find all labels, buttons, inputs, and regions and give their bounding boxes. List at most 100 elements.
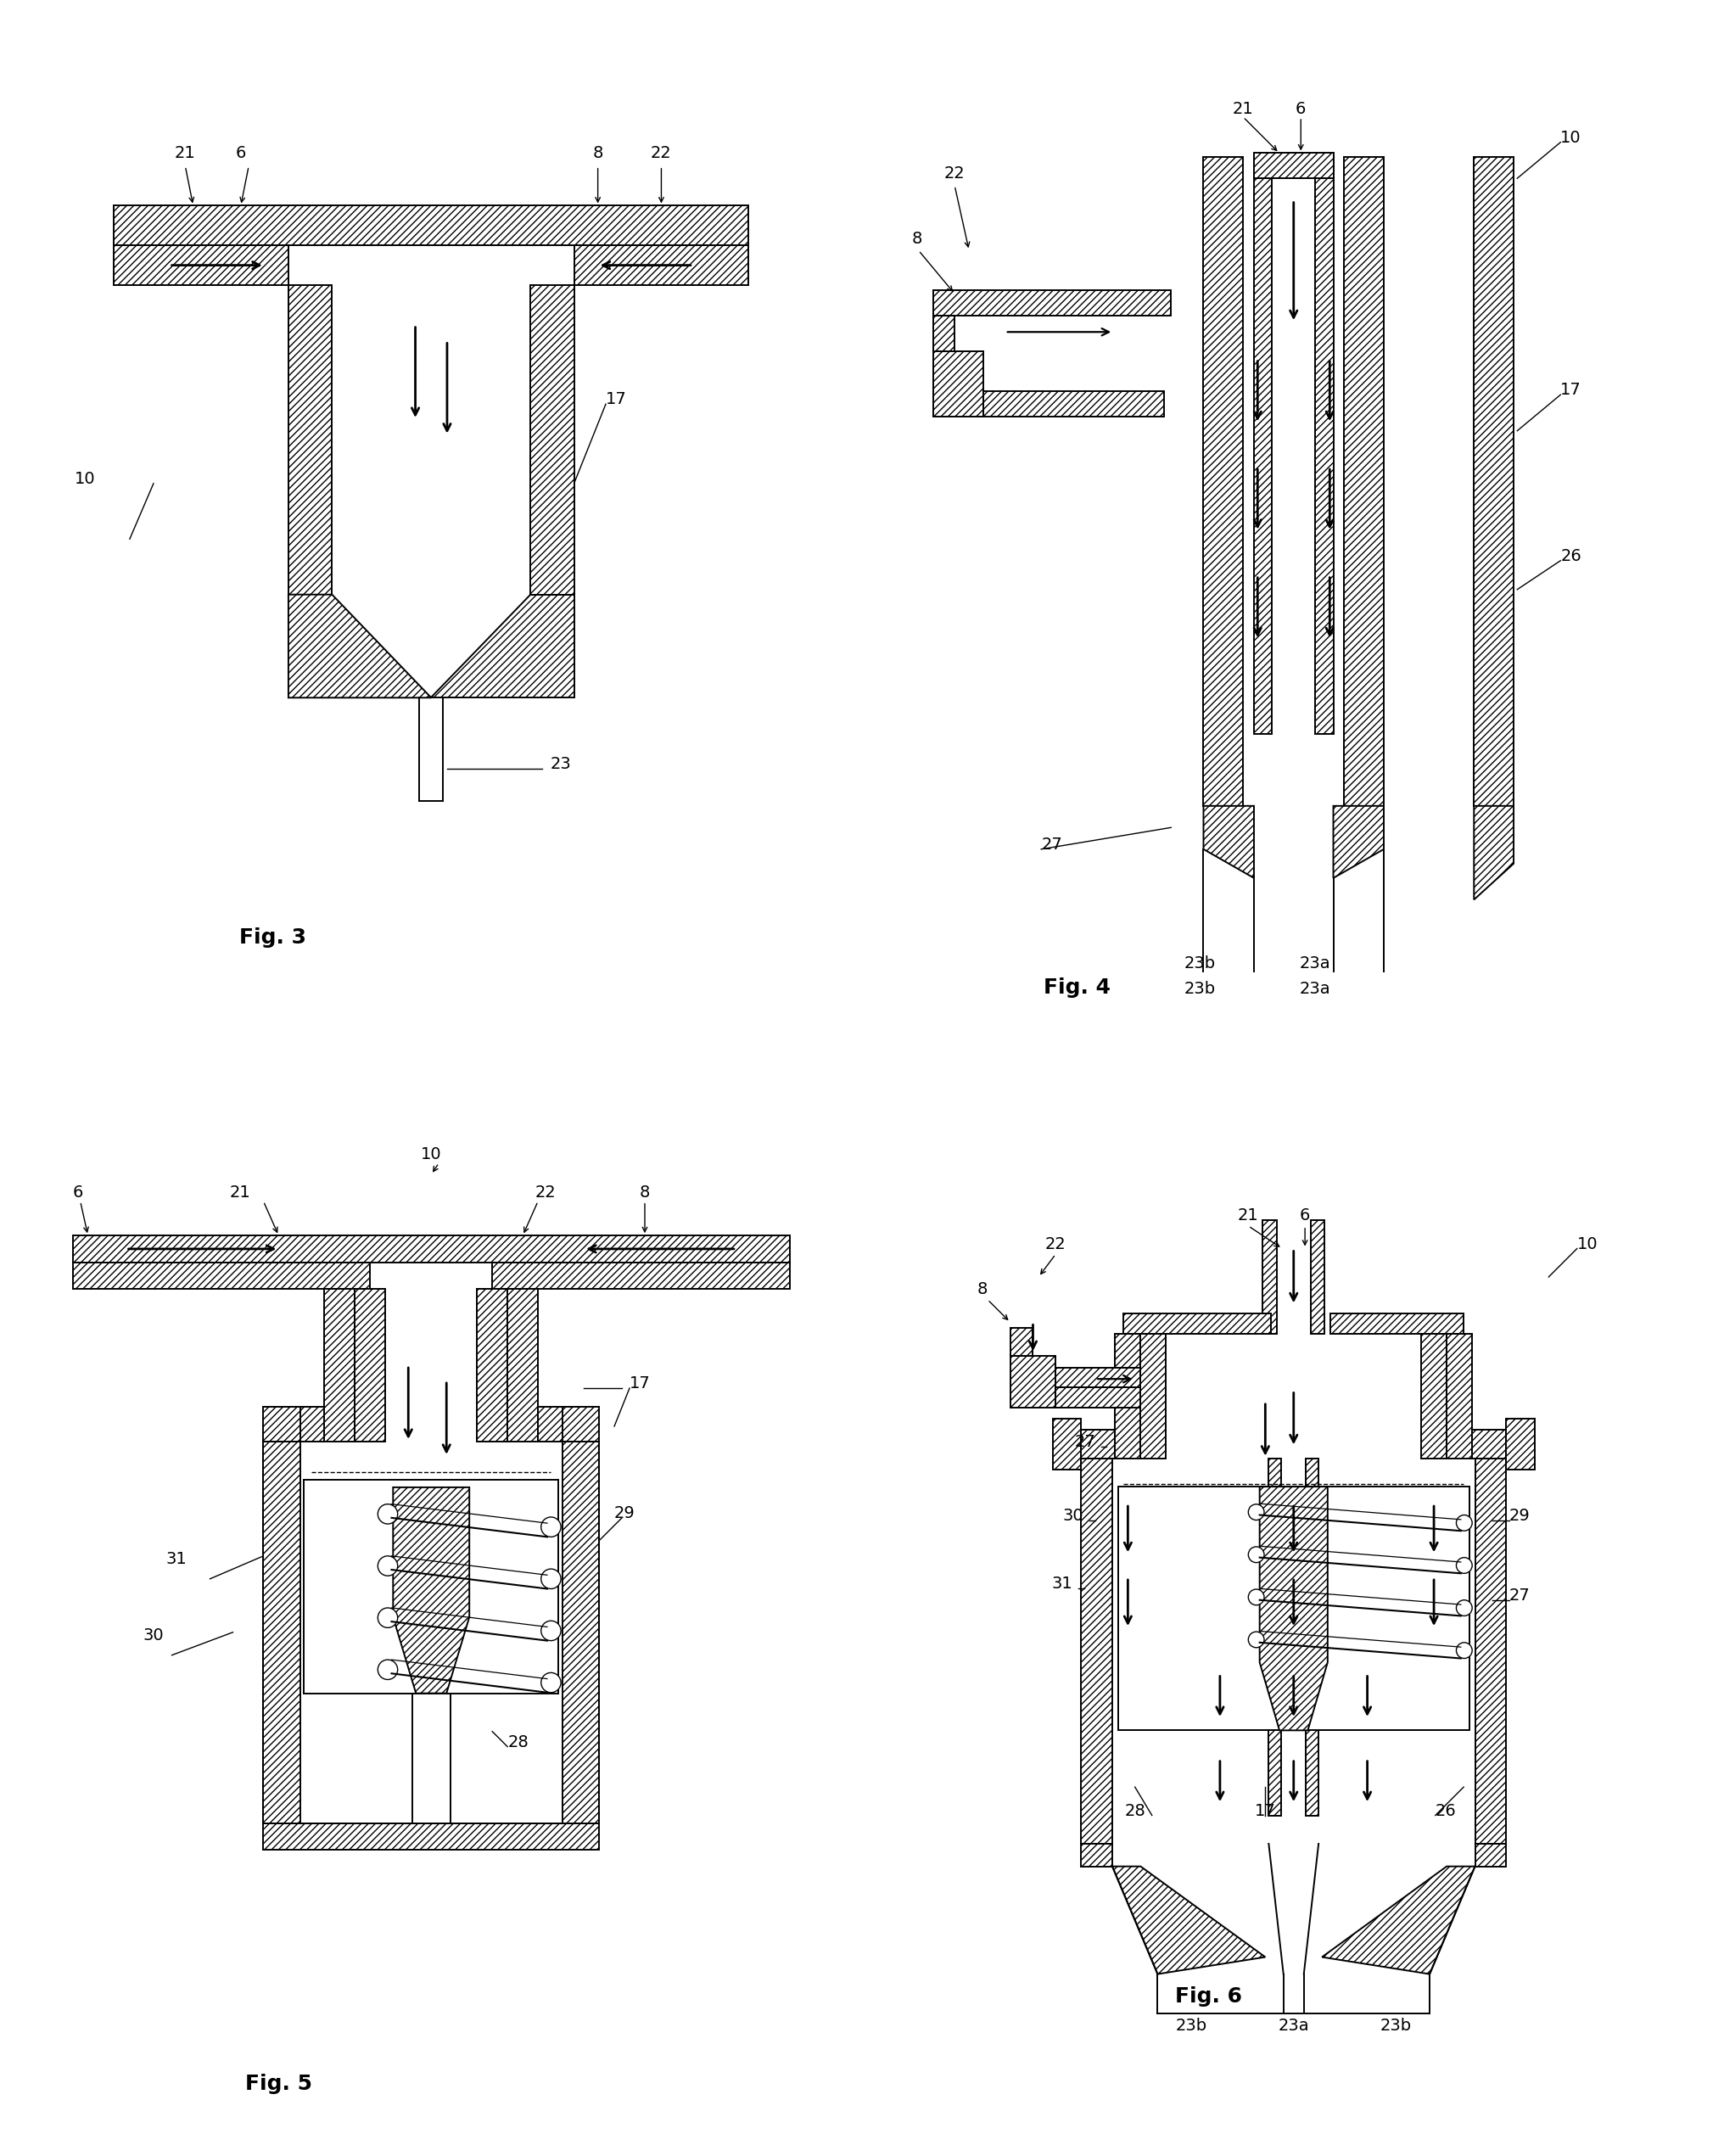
Text: Fig. 3: Fig. 3 <box>240 927 305 949</box>
Bar <box>1140 1335 1165 1457</box>
Circle shape <box>1455 1600 1471 1615</box>
Text: 17: 17 <box>605 392 626 407</box>
Text: 28: 28 <box>507 1733 528 1751</box>
Bar <box>324 1289 355 1442</box>
Bar <box>114 246 288 285</box>
Circle shape <box>1455 1516 1471 1531</box>
Bar <box>1055 1388 1140 1408</box>
Bar <box>1446 1335 1471 1457</box>
Bar <box>538 1408 598 1442</box>
Text: 6: 6 <box>72 1184 83 1201</box>
Text: 23b: 23b <box>1184 981 1215 996</box>
Bar <box>1474 157 1514 806</box>
Circle shape <box>1248 1546 1264 1563</box>
Text: 23b: 23b <box>1379 2018 1410 2033</box>
Bar <box>478 1289 507 1442</box>
Bar <box>507 1289 538 1442</box>
Bar <box>1081 1457 1112 1843</box>
Bar <box>1421 1335 1446 1457</box>
Bar <box>72 1261 371 1289</box>
Bar <box>983 390 1164 416</box>
Bar <box>1253 157 1271 733</box>
Polygon shape <box>1203 806 1253 877</box>
Text: 22: 22 <box>534 1184 555 1201</box>
Text: 23a: 23a <box>1277 2018 1309 2033</box>
Bar <box>1269 1457 1281 1815</box>
Text: 22: 22 <box>943 166 965 181</box>
Text: 31: 31 <box>166 1550 186 1567</box>
Bar <box>933 351 983 416</box>
Polygon shape <box>288 595 431 699</box>
Text: 8: 8 <box>593 144 603 162</box>
Polygon shape <box>1333 806 1383 877</box>
Bar <box>355 1289 384 1442</box>
Circle shape <box>541 1518 560 1537</box>
Circle shape <box>378 1660 398 1680</box>
Bar <box>1122 1313 1271 1335</box>
Bar <box>1305 1457 1317 1815</box>
Bar <box>1081 1843 1112 1867</box>
Text: Fig. 4: Fig. 4 <box>1043 977 1110 998</box>
Text: 6: 6 <box>1300 1207 1310 1225</box>
Polygon shape <box>1321 1867 1474 1975</box>
Circle shape <box>541 1621 560 1641</box>
Text: 30: 30 <box>1062 1507 1083 1524</box>
Bar <box>1055 1367 1140 1388</box>
Bar <box>1310 1220 1324 1335</box>
Text: 27: 27 <box>1508 1587 1529 1604</box>
Bar <box>574 246 748 285</box>
Circle shape <box>541 1570 560 1589</box>
Polygon shape <box>1112 1867 1265 1975</box>
Text: 23a: 23a <box>1300 981 1331 996</box>
Polygon shape <box>1259 1488 1327 1731</box>
Bar <box>72 1235 790 1261</box>
Bar <box>1343 157 1383 806</box>
Bar <box>1081 1429 1114 1457</box>
Circle shape <box>378 1505 398 1524</box>
Bar <box>491 1261 790 1289</box>
Text: 17: 17 <box>1560 382 1581 399</box>
Bar <box>1052 1419 1081 1470</box>
Text: 10: 10 <box>74 470 95 487</box>
Text: 29: 29 <box>614 1505 634 1522</box>
Text: Fig. 5: Fig. 5 <box>245 2074 312 2093</box>
Polygon shape <box>431 595 574 699</box>
Text: 26: 26 <box>1560 548 1581 565</box>
Text: 17: 17 <box>629 1376 650 1391</box>
Text: 27: 27 <box>1041 837 1062 852</box>
Text: 8: 8 <box>910 231 921 246</box>
Text: 8: 8 <box>640 1184 650 1201</box>
Bar <box>1262 1220 1276 1335</box>
Bar <box>933 315 953 351</box>
Bar <box>114 205 748 246</box>
Circle shape <box>1455 1643 1471 1658</box>
Bar <box>1471 1429 1505 1457</box>
Bar <box>1315 157 1333 733</box>
Text: 17: 17 <box>1253 1802 1276 1820</box>
Circle shape <box>1248 1505 1264 1520</box>
Text: 21: 21 <box>174 144 195 162</box>
Bar <box>1114 1335 1140 1457</box>
Bar <box>1203 157 1243 806</box>
Text: 10: 10 <box>1560 129 1581 147</box>
Text: 23: 23 <box>550 757 571 772</box>
Circle shape <box>1455 1557 1471 1574</box>
Bar <box>264 1824 598 1850</box>
Bar <box>562 1442 598 1824</box>
Bar <box>1253 153 1333 179</box>
Text: 6: 6 <box>236 144 247 162</box>
Bar <box>303 1479 559 1692</box>
Circle shape <box>378 1608 398 1628</box>
Text: 26: 26 <box>1434 1802 1455 1820</box>
Polygon shape <box>393 1488 469 1692</box>
Bar <box>531 285 574 595</box>
Circle shape <box>541 1673 560 1692</box>
Bar <box>1010 1356 1055 1408</box>
Text: 23b: 23b <box>1176 2018 1207 2033</box>
Bar <box>264 1442 300 1824</box>
Text: 27: 27 <box>1074 1434 1095 1451</box>
Text: 23b: 23b <box>1184 955 1215 972</box>
Text: 29: 29 <box>1508 1507 1529 1524</box>
Text: 30: 30 <box>143 1628 164 1643</box>
Circle shape <box>378 1557 398 1576</box>
